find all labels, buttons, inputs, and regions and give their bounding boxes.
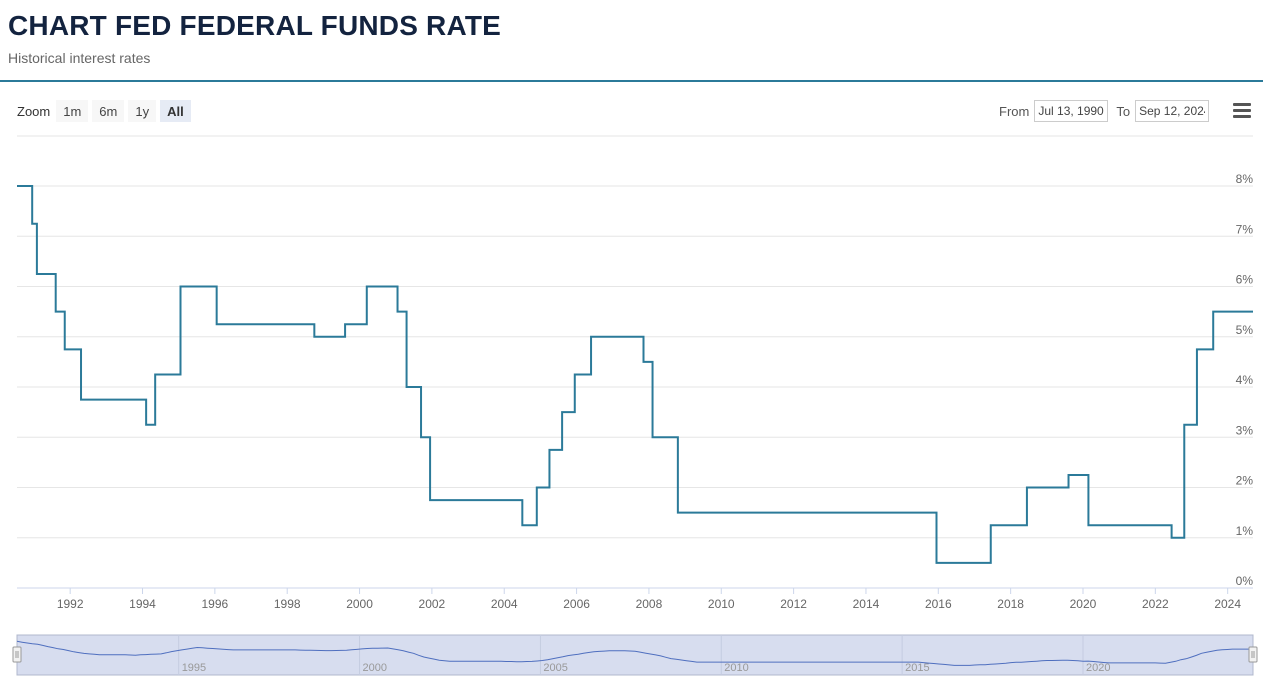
x-tick-label: 2010 <box>708 597 735 611</box>
y-tick-label: 1% <box>1236 524 1254 538</box>
navigator-ticks: 1995 2000 2005 2010 2015 2020 <box>178 635 1110 675</box>
from-date-input[interactable] <box>1034 100 1109 122</box>
navigator-tick-label: 2000 <box>363 662 387 674</box>
navigator-tick-label: 1995 <box>182 662 206 674</box>
y-tick-label: 2% <box>1236 474 1254 488</box>
page-subtitle: Historical interest rates <box>8 50 151 66</box>
title-divider <box>0 80 1263 82</box>
series-line-federal-funds-rate <box>17 185 1253 564</box>
zoom-1y-button[interactable]: 1y <box>128 100 157 122</box>
navigator[interactable]: 1995 2000 2005 2010 2015 2020 <box>12 634 1258 676</box>
y-tick-label: 7% <box>1236 222 1254 236</box>
navigator-background <box>17 635 1253 675</box>
y-axis-labels: 0% 1% 2% 3% 4% 5% 6% 7% 8% <box>1236 172 1254 588</box>
x-tick-label: 2020 <box>1070 597 1097 611</box>
x-tick-label: 2022 <box>1142 597 1169 611</box>
navigator-tick-label: 2020 <box>1086 662 1110 674</box>
to-date-input[interactable] <box>1135 100 1210 122</box>
x-tick-label: 1998 <box>274 597 301 611</box>
y-tick-label: 3% <box>1236 423 1254 437</box>
x-tick-label: 2016 <box>925 597 952 611</box>
x-tick-label: 2004 <box>491 597 518 611</box>
handle-grip <box>12 646 22 663</box>
hamburger-menu-icon[interactable] <box>1233 103 1251 119</box>
to-label: To <box>1116 103 1131 119</box>
x-tick-label: 1994 <box>129 597 156 611</box>
x-tick-label: 2000 <box>346 597 373 611</box>
navigator-series-line <box>16 640 1253 666</box>
date-range: From To <box>999 100 1210 122</box>
zoom-6m-button[interactable]: 6m <box>92 100 125 122</box>
navigator-tick-label: 2005 <box>543 662 567 674</box>
page-title: CHART FED FEDERAL FUNDS RATE <box>8 10 502 41</box>
x-tick-label: 2024 <box>1214 597 1241 611</box>
zoom-controls: Zoom 1m 6m 1y All <box>17 100 191 122</box>
zoom-1m-button[interactable]: 1m <box>56 100 89 122</box>
x-tick-label: 2008 <box>636 597 663 611</box>
x-tick-label: 1996 <box>202 597 229 611</box>
x-tick-label: 2018 <box>997 597 1024 611</box>
x-tick-label: 2012 <box>780 597 807 611</box>
x-tick-label: 2006 <box>563 597 590 611</box>
chart-area: 0% 1% 2% 3% 4% 5% 6% 7% 8% 1992 1994 1996 1998 2000 2… <box>12 135 1258 676</box>
y-tick-label: 4% <box>1236 373 1254 387</box>
y-tick-label: 6% <box>1236 273 1254 287</box>
from-label: From <box>999 103 1030 119</box>
x-tick-label: 1992 <box>57 597 84 611</box>
zoom-label: Zoom <box>17 103 51 119</box>
zoom-all-button[interactable]: All <box>160 100 191 122</box>
x-tick-label: 2014 <box>853 597 880 611</box>
y-tick-label: 0% <box>1236 574 1254 588</box>
y-tick-label: 5% <box>1236 323 1254 337</box>
navigator-handle-right[interactable] <box>1248 646 1258 663</box>
x-axis-labels: 1992 1994 1996 1998 2000 2002 2004 2006 2008 2010… <box>57 588 1241 611</box>
navigator-tick-label: 2015 <box>905 662 929 674</box>
y-tick-label: 8% <box>1236 172 1254 186</box>
handle-grip <box>1248 646 1258 663</box>
x-tick-label: 2002 <box>419 597 446 611</box>
navigator-handle-left[interactable] <box>12 646 22 663</box>
navigator-tick-label: 2010 <box>724 662 748 674</box>
